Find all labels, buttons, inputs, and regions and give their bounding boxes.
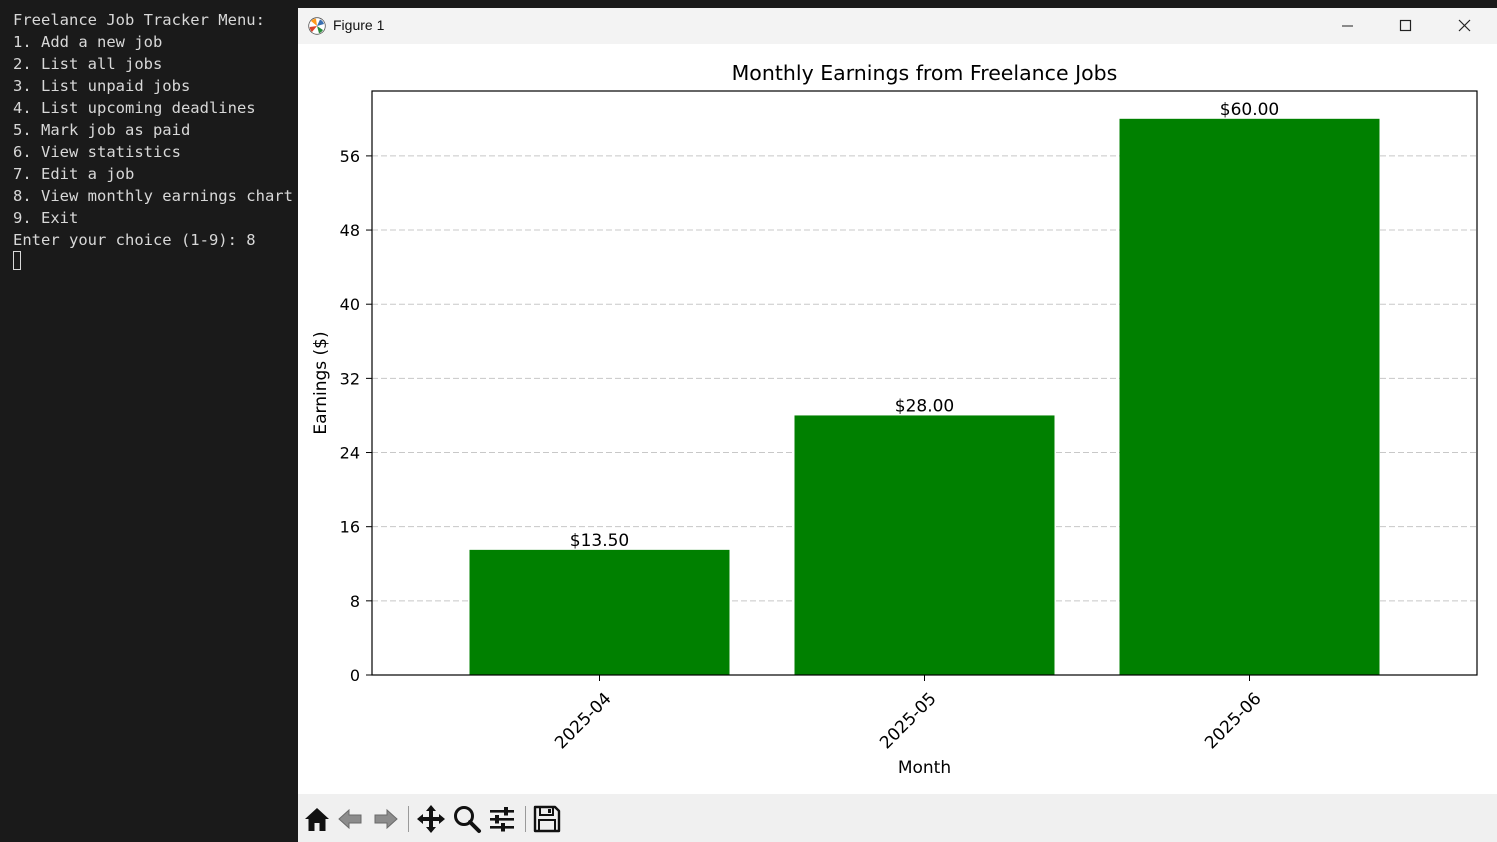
bar <box>469 549 730 675</box>
terminal-line: Enter your choice (1-9): 8 <box>13 231 256 249</box>
terminal-line: 7. Edit a job <box>13 165 135 183</box>
terminal-line: 9. Exit <box>13 209 79 227</box>
home-icon[interactable] <box>301 803 333 835</box>
close-icon[interactable] <box>1436 8 1494 44</box>
matplotlib-icon <box>308 17 326 35</box>
bar <box>794 415 1055 675</box>
toolbar-separator <box>525 806 526 832</box>
terminal-line: 8. View monthly earnings chart <box>13 187 293 205</box>
terminal-line: 5. Mark job as paid <box>13 121 191 139</box>
y-tick-label: 40 <box>340 295 360 314</box>
window-title: Figure 1 <box>333 17 385 33</box>
terminal-line: 1. Add a new job <box>13 33 163 51</box>
back-icon[interactable] <box>335 803 367 835</box>
navigation-toolbar <box>298 794 1497 842</box>
terminal-line: 3. List unpaid jobs <box>13 77 191 95</box>
chart-canvas[interactable]: $13.50 $28.00 $60.00 0 8 16 24 32 40 48 56 2025-04 2… <box>298 44 1497 794</box>
zoom-icon[interactable] <box>451 803 483 835</box>
forward-icon[interactable] <box>369 803 401 835</box>
chart-title: Monthly Earnings from Freelance Jobs <box>732 61 1118 85</box>
terminal-line: 6. View statistics <box>13 143 181 161</box>
terminal-cursor <box>13 251 21 270</box>
bar-chart: $13.50 $28.00 $60.00 0 8 16 24 32 40 48 56 2025-04 2… <box>311 61 1478 778</box>
save-icon[interactable] <box>531 803 563 835</box>
bar-value-label: $60.00 <box>1220 100 1279 120</box>
y-tick-label: 8 <box>350 592 360 611</box>
x-tick-label: 2025-06 <box>1201 689 1265 753</box>
terminal-line: 2. List all jobs <box>13 55 163 73</box>
minimize-icon[interactable] <box>1318 8 1376 44</box>
bar <box>1119 118 1380 676</box>
x-tick-label: 2025-05 <box>876 689 940 753</box>
bar-value-label: $28.00 <box>895 396 954 416</box>
y-tick-label: 48 <box>340 221 360 240</box>
y-axis-label: Earnings ($) <box>311 331 331 434</box>
x-tick-label: 2025-04 <box>551 689 615 753</box>
figure-window: Figure 1 $13.50 $28.00 $60.00 0 8 16 24 32 40 48 5… <box>298 8 1497 842</box>
configure-subplots-icon[interactable] <box>486 803 518 835</box>
y-tick-label: 0 <box>350 666 360 685</box>
x-axis-label: Month <box>898 758 951 778</box>
title-bar[interactable]: Figure 1 <box>298 8 1497 44</box>
y-tick-label: 24 <box>340 444 360 463</box>
y-tick-label: 16 <box>340 518 360 537</box>
pan-icon[interactable] <box>415 803 447 835</box>
maximize-icon[interactable] <box>1376 8 1434 44</box>
terminal-line: Freelance Job Tracker Menu: <box>13 11 265 29</box>
toolbar-separator <box>408 806 409 832</box>
terminal-window[interactable]: Freelance Job Tracker Menu: 1. Add a new … <box>0 0 298 842</box>
y-tick-label: 56 <box>340 147 360 166</box>
y-tick-label: 32 <box>340 369 360 388</box>
bar-value-label: $13.50 <box>570 531 629 551</box>
terminal-line: 4. List upcoming deadlines <box>13 99 256 117</box>
